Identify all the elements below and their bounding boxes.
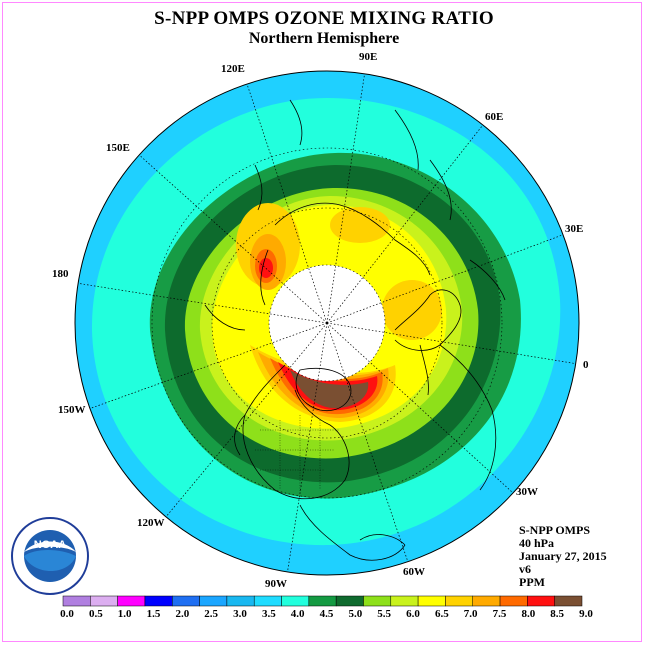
colorbar-tick-label: 6.0	[406, 608, 420, 620]
colorbar-swatch	[117, 595, 146, 607]
colorbar-swatch	[499, 595, 528, 607]
colorbar-tick-label: 5.5	[377, 608, 392, 620]
lon-label-60w: 60W	[403, 566, 425, 578]
instrument-label: S-NPP OMPS	[519, 523, 590, 537]
colorbar-swatch	[335, 595, 364, 607]
colorbar-tick-label: 7.0	[463, 608, 478, 620]
product-info: S-NPP OMPS 40 hPa January 27, 2015 v6 PP…	[519, 524, 607, 589]
colorbar-swatch	[90, 595, 118, 607]
colorbar-tick-label: 0.0	[60, 608, 74, 620]
colorbar-tick-label: 0.5	[88, 608, 103, 620]
lon-label-120e: 120E	[221, 63, 245, 75]
lon-label-150w: 150W	[58, 404, 86, 416]
colorbar-swatch	[472, 595, 501, 607]
colorbar-tick-label: 8.5	[550, 608, 565, 620]
colorbar-tick-label: 7.5	[492, 608, 507, 620]
colorbar-tick-label: 2.0	[175, 608, 190, 620]
colorbar-swatch	[445, 595, 473, 607]
date-label: January 27, 2015	[519, 549, 607, 563]
map-boundary	[74, 70, 580, 576]
colorbar-tick-label: 3.0	[233, 608, 247, 620]
colorbar-tick-label: 1.5	[146, 608, 161, 620]
map-subtitle: Northern Hemisphere	[248, 30, 400, 47]
lon-label-150e: 150E	[106, 142, 130, 154]
colorbar-swatch	[417, 595, 446, 607]
page-frame	[2, 2, 642, 642]
lon-label-30e: 30E	[565, 223, 584, 235]
ozone-field	[75, 71, 579, 575]
colorbar-tick-label: 4.0	[290, 608, 305, 620]
colorbar-tick-label: 1.0	[117, 608, 132, 620]
colorbar-tick-label: 2.5	[204, 608, 219, 620]
lon-label-90e: 90E	[359, 51, 378, 63]
lon-label-180: 180	[52, 268, 69, 280]
colorbar-swatch	[199, 595, 228, 607]
lon-label-120w: 120W	[137, 517, 165, 529]
colorbar-tick-label: 5.0	[348, 608, 363, 620]
map-title: S-NPP OMPS OZONE MIXING RATIO	[154, 8, 494, 29]
lon-label-30w: 30W	[516, 486, 538, 498]
pressure-level-label: 40 hPa	[519, 536, 555, 550]
colorbar-swatch	[144, 595, 173, 607]
colorbar-tick-label: 6.5	[434, 608, 449, 620]
version-label: v6	[519, 562, 531, 576]
colorbar-swatch	[172, 595, 200, 607]
lon-label-0: 0	[583, 359, 589, 371]
colorbar-swatch	[527, 595, 555, 607]
colorbar-tick-label: 9.0	[579, 608, 593, 620]
colorbar-swatch	[281, 595, 310, 607]
colorbar-tick-label: 4.5	[319, 608, 334, 620]
lon-label-60e: 60E	[485, 111, 504, 123]
colorbar	[62, 595, 583, 607]
colorbar-swatch	[390, 595, 419, 607]
lon-label-90w: 90W	[265, 578, 287, 590]
colorbar-swatch	[62, 595, 91, 607]
colorbar-swatch	[308, 595, 337, 607]
units-label: PPM	[519, 575, 545, 589]
colorbar-tick-label: 3.5	[261, 608, 276, 620]
noaa-logo: NOAA	[11, 517, 89, 595]
colorbar-swatch	[253, 595, 282, 607]
colorbar-tick-label: 8.0	[521, 608, 536, 620]
colorbar-swatch	[554, 595, 583, 607]
colorbar-swatch	[363, 595, 392, 607]
colorbar-swatch	[226, 595, 255, 607]
noaa-logo-text: NOAA	[34, 539, 66, 551]
